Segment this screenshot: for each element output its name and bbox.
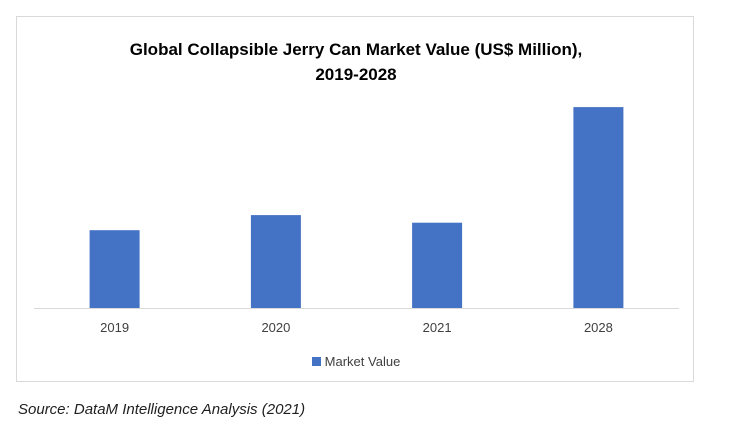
bar-2021	[412, 222, 463, 308]
bar-chart: 2019 2020 2021 2028	[34, 107, 679, 335]
legend-label: Market Value	[324, 354, 401, 369]
bar-2020	[250, 215, 301, 308]
chart-container: Global Collapsible Jerry Can Market Valu…	[16, 16, 694, 382]
bar-2028	[573, 107, 624, 308]
x-tick-label: 2028	[584, 320, 613, 335]
chart-title: Global Collapsible Jerry Can Market Valu…	[17, 37, 695, 87]
x-tick-label: 2021	[423, 320, 452, 335]
x-tick-label: 2019	[100, 320, 129, 335]
x-tick-label: 2020	[261, 320, 290, 335]
legend-swatch	[311, 357, 321, 367]
source-note: Source: DataM Intelligence Analysis (202…	[18, 401, 306, 418]
chart-title-line-1: Global Collapsible Jerry Can Market Valu…	[129, 40, 583, 59]
bar-2019	[89, 230, 140, 308]
chart-legend: Market Value	[17, 354, 695, 369]
chart-title-line-2: 2019-2028	[315, 65, 397, 84]
